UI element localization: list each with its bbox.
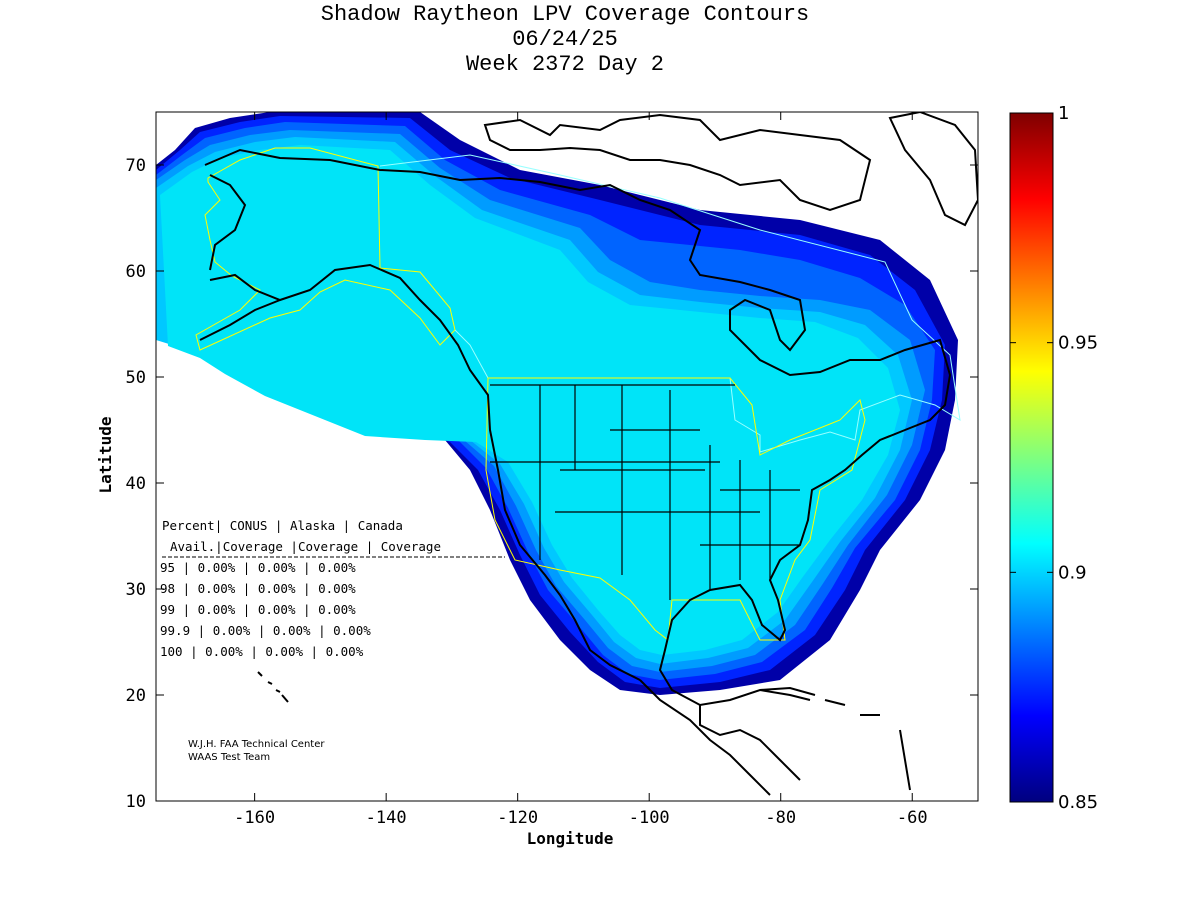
stats-row: 100 | 0.00% | 0.00% | 0.00% bbox=[160, 644, 364, 659]
colorbar bbox=[1009, 112, 1054, 803]
stats-header-row1: Percent| CONUS | Alaska | Canada bbox=[162, 518, 403, 533]
y-tick-label: 40 bbox=[126, 474, 146, 494]
x-axis-title: Longitude bbox=[527, 829, 614, 848]
hawaii-islands bbox=[257, 671, 289, 703]
stats-row-pct: 99 bbox=[160, 602, 175, 617]
stats-row-conus: 0.00% bbox=[198, 560, 236, 575]
coverage-stats-table: Percent| CONUS | Alaska | Canada Avail.|… bbox=[160, 518, 505, 659]
chart-week: Week 2372 Day 2 bbox=[465, 52, 665, 77]
arctic-islands bbox=[483, 113, 872, 212]
stats-row-alaska: 0.00% bbox=[258, 560, 296, 575]
credit-line-2: WAAS Test Team bbox=[188, 752, 270, 763]
y-tick-label: 60 bbox=[126, 262, 146, 282]
pacific-coast bbox=[209, 263, 641, 681]
stats-row-conus: 0.00% bbox=[213, 623, 251, 638]
x-tick-label: -160 bbox=[234, 808, 275, 828]
stats-row-pct: 95 bbox=[160, 560, 175, 575]
y-tick-label: 30 bbox=[126, 580, 146, 600]
stats-row-conus: 0.00% bbox=[198, 602, 236, 617]
map-layer bbox=[156, 112, 978, 796]
colorbar-tick-label: 0.9 bbox=[1058, 562, 1087, 583]
y-axis-title: Latitude bbox=[96, 416, 115, 493]
alaska-coast bbox=[199, 174, 281, 341]
stats-h2-pct: Avail. bbox=[170, 539, 215, 554]
y-axis-ticks: 10 20 30 40 50 60 70 bbox=[126, 156, 978, 812]
stats-row-alaska: 0.00% bbox=[265, 644, 303, 659]
stats-row-canada: 0.00% bbox=[326, 644, 364, 659]
stats-h2-canada: Coverage bbox=[381, 539, 441, 554]
x-tick-label: -140 bbox=[366, 808, 407, 828]
x-tick-label: -60 bbox=[897, 808, 928, 828]
alaska-boundary bbox=[195, 147, 456, 351]
colorbar-tick-label: 1 bbox=[1058, 103, 1069, 124]
stats-row: 99 | 0.00% | 0.00% | 0.00% bbox=[160, 602, 356, 617]
y-tick-label: 70 bbox=[126, 156, 146, 176]
caribbean-islands bbox=[759, 686, 911, 791]
stats-row-canada: 0.00% bbox=[318, 602, 356, 617]
chart-title: Shadow Raytheon LPV Coverage Contours bbox=[320, 2, 810, 27]
colorbar-ticks: 0.85 0.9 0.95 1 bbox=[1010, 103, 1098, 813]
canada-boundary bbox=[379, 154, 961, 453]
stats-row-pct: 98 bbox=[160, 581, 175, 596]
x-axis-ticks: -160 -140 -120 -100 -80 -60 bbox=[234, 112, 928, 828]
stats-row-alaska: 0.00% bbox=[258, 581, 296, 596]
stats-row-canada: 0.00% bbox=[318, 560, 356, 575]
stats-row: 99.9 | 0.00% | 0.00% | 0.00% bbox=[160, 623, 371, 638]
state-boundaries bbox=[490, 384, 800, 600]
coverage-band-core bbox=[160, 145, 900, 655]
colorbar-tick-label: 0.95 bbox=[1058, 333, 1098, 354]
stats-row-alaska: 0.00% bbox=[258, 602, 296, 617]
colorbar-tick-label: 0.85 bbox=[1058, 792, 1098, 813]
stats-row-canada: 0.00% bbox=[318, 581, 356, 596]
stats-row-canada: 0.00% bbox=[333, 623, 371, 638]
stats-h1-alaska: Alaska bbox=[290, 518, 335, 533]
north-america-coast bbox=[204, 148, 952, 707]
x-tick-label: -80 bbox=[765, 808, 796, 828]
stats-h1-canada: Canada bbox=[358, 518, 403, 533]
x-tick-label: -100 bbox=[629, 808, 670, 828]
greenland-coast bbox=[888, 112, 978, 227]
stats-row-conus: 0.00% bbox=[205, 644, 243, 659]
stats-row-conus: 0.00% bbox=[198, 581, 236, 596]
stats-h1-pct: Percent bbox=[162, 518, 215, 533]
stats-h2-conus: Coverage bbox=[223, 539, 283, 554]
chart-date: 06/24/25 bbox=[512, 27, 618, 52]
x-tick-label: -120 bbox=[497, 808, 538, 828]
stats-h2-alaska: Coverage bbox=[298, 539, 358, 554]
stats-row: 95 | 0.00% | 0.00% | 0.00% bbox=[160, 560, 356, 575]
y-tick-label: 20 bbox=[126, 686, 146, 706]
stats-row-alaska: 0.00% bbox=[273, 623, 311, 638]
credit-line-1: W.J.H. FAA Technical Center bbox=[188, 739, 325, 750]
plot-border bbox=[155, 111, 979, 802]
stats-h1-conus: CONUS bbox=[230, 518, 268, 533]
stats-rows: 95 | 0.00% | 0.00% | 0.00% 98 | 0.00% | … bbox=[160, 560, 371, 659]
y-tick-label: 50 bbox=[126, 368, 146, 388]
stats-row-pct: 99.9 bbox=[160, 623, 190, 638]
stats-row: 98 | 0.00% | 0.00% | 0.00% bbox=[160, 581, 356, 596]
stats-row-pct: 100 bbox=[160, 644, 183, 659]
y-tick-label: 10 bbox=[126, 792, 146, 812]
central-america-coast bbox=[639, 679, 801, 796]
stats-header-row2: Avail.|Coverage |Coverage | Coverage bbox=[170, 539, 441, 554]
